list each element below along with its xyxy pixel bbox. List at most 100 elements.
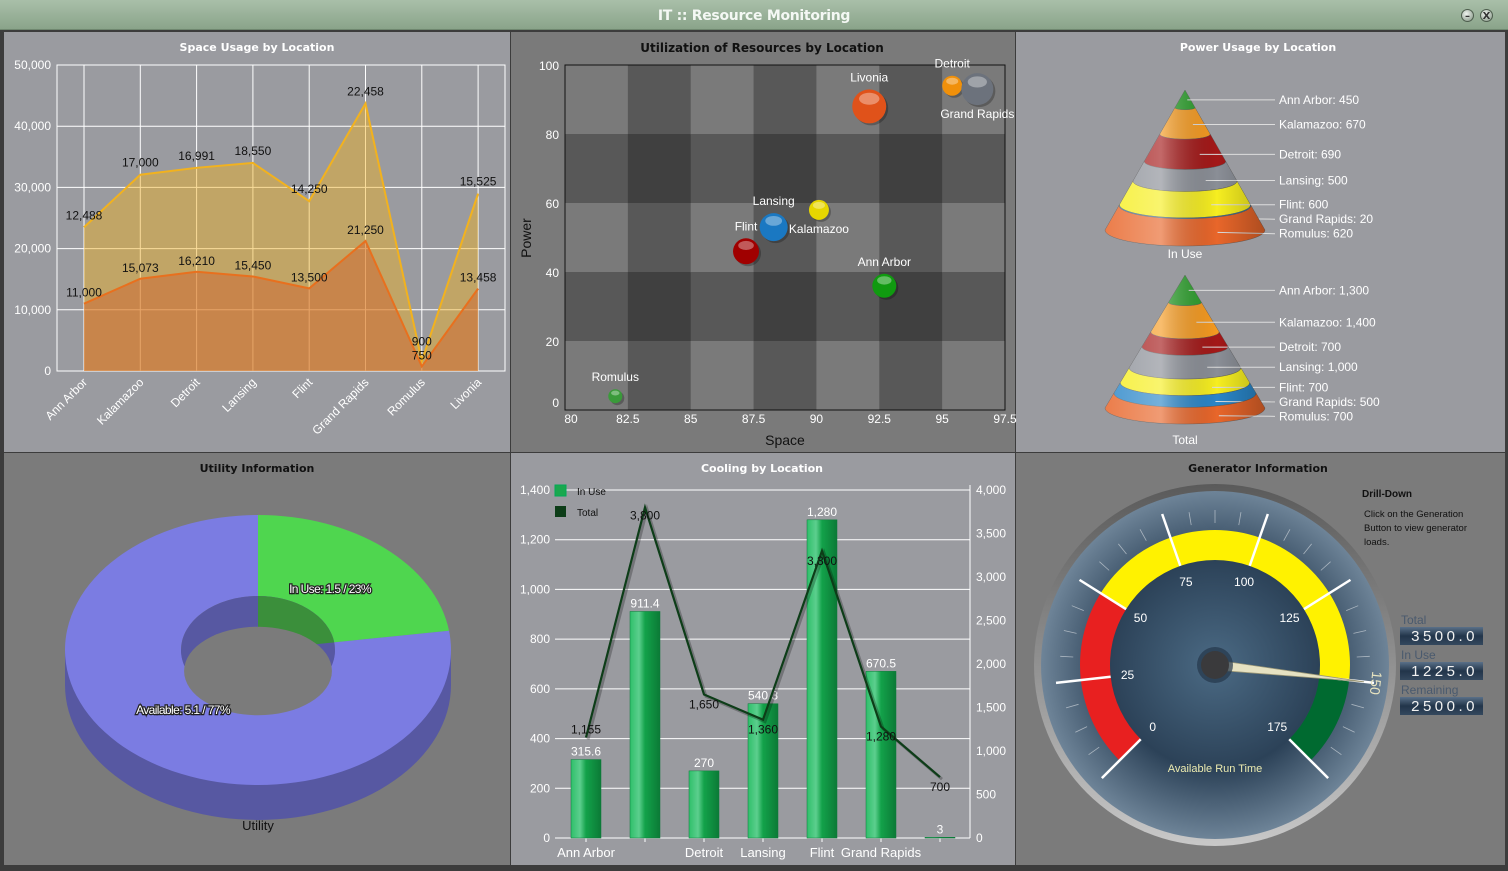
gauge-major-tick [1303, 578, 1352, 611]
power-usage-title: Power Usage by Location [1180, 41, 1336, 54]
y-tick-label: 0 [44, 364, 51, 378]
data-label: 16,991 [178, 149, 215, 163]
y-right-tick-label: 2,500 [976, 614, 1006, 628]
gauge-minor-tick [1356, 655, 1370, 658]
bubble [733, 238, 760, 265]
gauge-tick-label: 25 [1121, 668, 1135, 682]
gauge-major-tick [1160, 513, 1182, 567]
plot-band [690, 341, 755, 411]
plot-band [627, 341, 692, 411]
gauge-tick-label: 125 [1279, 611, 1299, 625]
close-button[interactable]: X [1480, 9, 1493, 22]
legend-label-total: Total [577, 508, 598, 519]
bar-label: 315.6 [571, 745, 601, 759]
gauge-minor-tick [1188, 512, 1192, 526]
bubble-label: Romulus [592, 370, 639, 384]
gauge-tick-label: 175 [1267, 720, 1287, 734]
x-tick-label: 87.5 [742, 412, 766, 426]
x-tick-label: 97.5 [993, 412, 1017, 426]
line-label: 1,650 [689, 697, 719, 711]
donut-label: Available: 5.1 / 77% [136, 703, 231, 717]
line-label: 1,360 [748, 723, 778, 737]
minimize-button[interactable]: – [1461, 9, 1474, 22]
data-label: 17,000 [122, 156, 159, 170]
data-label: 13,458 [460, 271, 497, 285]
dashboard: Space Usage by Location Utilization of R… [0, 30, 1508, 871]
y-tick-label: 40,000 [14, 119, 51, 133]
x-tick-label: 82.5 [616, 412, 640, 426]
y-left-tick-label: 800 [530, 632, 550, 646]
y-right-tick-label: 1,000 [976, 744, 1006, 758]
bubble-highlight [765, 215, 783, 226]
line-label: 700 [930, 780, 950, 794]
gauge-minor-tick [1099, 561, 1110, 571]
plot-band [690, 272, 755, 342]
bubble-highlight [812, 201, 825, 209]
donut-caption: Utility [242, 818, 274, 833]
plot-band [879, 341, 943, 411]
plot-band [879, 203, 943, 273]
bubbles [608, 73, 996, 406]
x-tick-label: Flint [810, 845, 835, 860]
y-right-tick-label: 3,000 [976, 570, 1006, 584]
bubble-highlight [859, 92, 880, 105]
y-right-tick-label: 3,500 [976, 527, 1006, 541]
drilldown-text-1: Click on the Generation [1364, 509, 1463, 520]
generator-gauge[interactable]: 0 25 50 75 100 125 175 150 Available Run Time [1034, 484, 1396, 846]
readout-value: 3500.0 [1411, 628, 1478, 645]
gauge-caption: Available Run Time [1168, 763, 1263, 775]
gauge-tick-label: 150 [1367, 671, 1386, 696]
gauge-tick-label: 75 [1179, 575, 1193, 589]
utility-title: Utility Information [200, 462, 315, 475]
bubble [942, 75, 963, 96]
gauge-band [1289, 676, 1350, 761]
readout-display [1400, 697, 1483, 715]
gauge-minor-tick [1071, 605, 1084, 612]
panel-power-usage [1016, 32, 1505, 452]
x-tick-label: 80 [564, 412, 578, 426]
bar-in-use [629, 611, 661, 839]
y-tick-label: 0 [552, 396, 559, 410]
bar-label: 911.4 [630, 596, 659, 610]
bar-label: 670.5 [866, 656, 896, 670]
y-left-tick-label: 1,200 [520, 533, 550, 547]
data-label: 22,458 [347, 85, 384, 99]
utility-chart: In Use: 1.5 / 23% Available: 5.1 / 77% Uti… [65, 514, 452, 833]
y-right-tick-label: 0 [976, 831, 983, 845]
legend-swatch-total [555, 506, 566, 517]
plot-band [753, 203, 817, 273]
bubble [808, 199, 829, 220]
panel-space-usage [4, 32, 510, 452]
bubble-label: Livonia [850, 70, 888, 84]
donut-label: In Use: 1.5 / 23% [289, 582, 372, 596]
pyramid-label: Detroit: 700 [1279, 340, 1341, 354]
plot-band [753, 65, 817, 135]
y-right-tick-label: 4,000 [976, 483, 1006, 497]
x-tick-label: Lansing [740, 845, 786, 860]
bubble-highlight [946, 77, 959, 85]
plot-band [565, 134, 629, 204]
bubble [608, 389, 623, 404]
gauge-minor-tick [1063, 630, 1077, 634]
utilization-title: Utilization of Resources by Location [640, 41, 884, 55]
pyramid-label: Lansing: 1,000 [1279, 360, 1358, 374]
pyramid-label: Romulus: 700 [1279, 409, 1353, 423]
cooling-title: Cooling by Location [701, 462, 823, 475]
readout-display [1400, 662, 1483, 680]
pyramid-label: Ann Arbor: 450 [1279, 93, 1359, 107]
pyramid-label: Grand Rapids: 500 [1279, 395, 1380, 409]
gauge-major-tick [1055, 675, 1111, 685]
gauge-minor-tick [1238, 512, 1242, 526]
bubble-highlight [738, 240, 754, 250]
pyramid-label: Kalamazoo: 670 [1279, 117, 1366, 131]
pyramid-label: Grand Rapids: 20 [1279, 212, 1373, 226]
y-left-tick-label: 1,000 [520, 582, 550, 596]
x-tick-label: Detroit [685, 845, 724, 860]
data-label: 16,210 [178, 254, 215, 268]
data-label: 14,250 [291, 182, 328, 196]
window-title: IT :: Resource Monitoring [657, 8, 851, 24]
y-tick-label: 80 [546, 128, 560, 142]
drilldown-text-2: Button to view generator [1364, 523, 1467, 534]
plot-band [816, 272, 880, 342]
y-right-tick-label: 1,500 [976, 701, 1006, 715]
